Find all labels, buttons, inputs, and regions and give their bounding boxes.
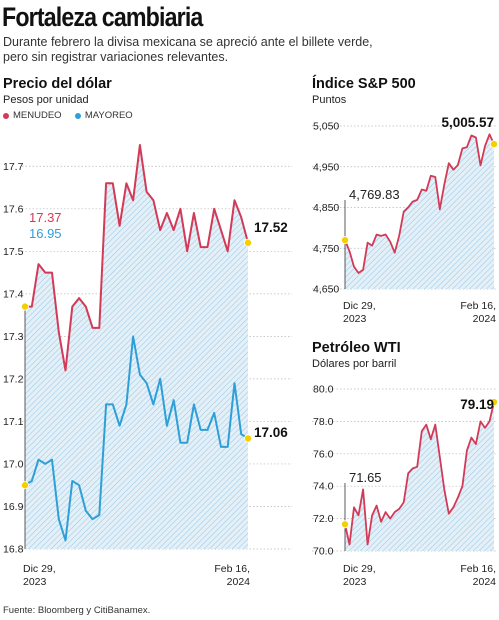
wti-ytick-label: 72.0 — [313, 513, 334, 525]
wti-xlabel-start-line1: Dic 29, — [343, 563, 376, 575]
dolar-ytick-label: 17.3 — [3, 331, 24, 343]
sp500-xlabel-start-line1: Dic 29, — [343, 300, 376, 312]
wti-xlabel-end-line1: Feb 16, — [460, 563, 496, 575]
wti-chart-title: Petróleo WTI — [312, 340, 401, 356]
wti-ytick-label: 76.0 — [313, 448, 334, 460]
dolar-ytick-label: 17.4 — [3, 288, 24, 300]
dolar-menudeo-end-label: 17.52 — [254, 220, 288, 235]
wti-end-label: 79.19 — [460, 397, 494, 412]
legend-menudeo-label: MENUDEO — [13, 110, 62, 121]
sp500-end-marker — [489, 140, 498, 149]
dolar-legend: MENUDEO MAYOREO — [3, 110, 133, 121]
sp500-line — [344, 133, 495, 274]
dolar-chart-unit: Pesos por unidad — [3, 94, 89, 106]
dolar-xlabel-end-line1: Feb 16, — [214, 563, 250, 575]
wti-end-marker — [489, 398, 498, 407]
sp500-chart-title: Índice S&P 500 — [312, 76, 416, 92]
dolar-ytick-label: 17.2 — [3, 373, 24, 385]
wti-start-label: 71.65 — [349, 470, 382, 485]
wti-ytick-label: 70.0 — [313, 546, 334, 558]
dolar-menudeo-start-marker — [20, 302, 29, 311]
wti-xlabel-end-line2: 2024 — [473, 576, 497, 588]
sp500-start-marker — [340, 236, 349, 245]
dolar-mayoreo-end-label: 17.06 — [254, 425, 288, 440]
dolar-chart-title: Precio del dólar — [3, 76, 112, 92]
dolar-area-fill — [25, 145, 248, 549]
dolar-ytick-label: 16.8 — [3, 544, 24, 556]
wti-ytick-label: 74.0 — [313, 481, 334, 493]
sp500-ytick-label: 4,850 — [313, 202, 339, 214]
dolar-mayoreo-start-marker — [20, 481, 29, 490]
sp500-start-label: 4,769.83 — [349, 187, 400, 202]
dolar-ytick-label: 17.6 — [3, 203, 24, 215]
page-subtitle: Durante febrero la divisa mexicana se ap… — [3, 35, 423, 65]
sp500-xlabel-end-line2: 2024 — [473, 313, 497, 325]
wti-chart-unit: Dólares por barril — [312, 358, 397, 370]
sp500-ytick-label: 5,050 — [313, 121, 339, 133]
legend-mayoreo-swatch — [74, 112, 81, 119]
sp500-ytick-label: 4,950 — [313, 161, 339, 173]
dolar-menudeo-end-marker — [243, 238, 252, 247]
sp500-end-label: 5,005.57 — [441, 115, 494, 130]
page-title: Fortaleza cambiaria — [2, 2, 203, 32]
wti-ytick-label: 78.0 — [313, 416, 334, 428]
dolar-mayoreo-line — [24, 335, 249, 542]
wti-line — [344, 401, 495, 546]
legend-menudeo-swatch — [3, 112, 9, 119]
wti-xlabel-start-line2: 2023 — [343, 576, 367, 588]
sp500-chart-unit: Puntos — [312, 94, 347, 106]
sp500-ytick-label: 4,750 — [313, 243, 339, 255]
wti-start-marker — [340, 520, 349, 529]
dolar-ytick-label: 17.7 — [3, 161, 24, 173]
dolar-ytick-label: 17.5 — [3, 246, 24, 258]
dolar-ytick-label: 17.0 — [3, 458, 24, 470]
dolar-mayoreo-start-label: 16.95 — [29, 226, 62, 241]
wti-ytick-label: 80.0 — [313, 384, 334, 396]
sp500-xlabel-start-line2: 2023 — [343, 313, 367, 325]
subtitle-line-1: Durante febrero la divisa mexicana se ap… — [3, 35, 373, 49]
sp500-area-fill — [345, 134, 494, 289]
dolar-ytick-label: 16.9 — [3, 501, 24, 513]
legend-mayoreo-label: MAYOREO — [84, 110, 133, 121]
sp500-xlabel-end-line1: Feb 16, — [460, 300, 496, 312]
sp500-ytick-label: 4,650 — [313, 284, 339, 296]
dolar-xlabel-start-line1: Dic 29, — [23, 563, 56, 575]
dolar-menudeo-line — [25, 144, 249, 372]
source-note: Fuente: Bloomberg y CitiBanamex. — [3, 605, 151, 616]
dolar-mayoreo-end-marker — [243, 434, 252, 443]
dolar-xlabel-end-line2: 2024 — [227, 576, 251, 588]
wti-area-fill — [345, 402, 494, 551]
dolar-ytick-label: 17.1 — [3, 416, 24, 428]
dolar-menudeo-start-label: 17.37 — [29, 210, 62, 225]
dolar-xlabel-start-line2: 2023 — [23, 576, 47, 588]
subtitle-line-2: pero sin registrar variaciones relevante… — [3, 50, 229, 64]
